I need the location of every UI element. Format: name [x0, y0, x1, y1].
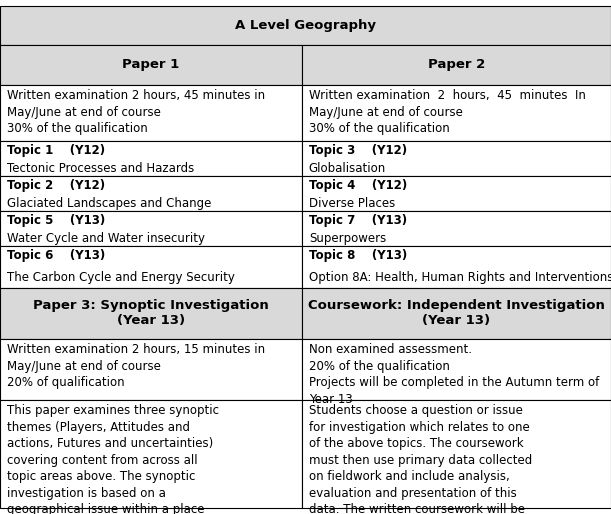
Bar	[302, 176, 611, 211]
Bar	[0, 339, 302, 400]
Text: Option 8A: Health, Human Rights and Interventions: Option 8A: Health, Human Rights and Inte…	[309, 271, 611, 284]
Bar	[0, 6, 611, 45]
Text: Paper 2: Paper 2	[428, 59, 485, 71]
Bar	[302, 45, 611, 85]
Bar	[0, 246, 302, 288]
Text: Written examination 2 hours, 15 minutes in
May/June at end of course
20% of qual: Written examination 2 hours, 15 minutes …	[7, 343, 265, 389]
Text: Topic 2    (Y12): Topic 2 (Y12)	[7, 179, 106, 192]
Bar	[0, 400, 302, 508]
Bar	[0, 288, 302, 339]
Text: A Level Geography: A Level Geography	[235, 19, 376, 32]
Bar	[302, 246, 611, 288]
Text: Paper 3: Synoptic Investigation
(Year 13): Paper 3: Synoptic Investigation (Year 13…	[33, 300, 269, 327]
Text: Superpowers: Superpowers	[309, 232, 386, 245]
Text: Topic 8    (Y13): Topic 8 (Y13)	[309, 249, 407, 262]
Text: Non examined assessment.
20% of the qualification
Projects will be completed in : Non examined assessment. 20% of the qual…	[309, 343, 599, 406]
Text: This paper examines three synoptic
themes (Players, Attitudes and
actions, Futur: This paper examines three synoptic theme…	[7, 404, 219, 514]
Bar	[0, 211, 302, 246]
Bar	[0, 176, 302, 211]
Bar	[302, 85, 611, 141]
Text: Topic 1    (Y12): Topic 1 (Y12)	[7, 144, 106, 157]
Bar	[302, 339, 611, 400]
Bar	[0, 141, 302, 176]
Bar	[0, 85, 302, 141]
Text: Globalisation: Globalisation	[309, 162, 386, 175]
Text: Tectonic Processes and Hazards: Tectonic Processes and Hazards	[7, 162, 194, 175]
Bar	[302, 288, 611, 339]
Text: Written examination  2  hours,  45  minutes  In
May/June at end of course
30% of: Written examination 2 hours, 45 minutes …	[309, 89, 586, 135]
Bar	[302, 141, 611, 176]
Bar	[0, 45, 302, 85]
Text: Glaciated Landscapes and Change: Glaciated Landscapes and Change	[7, 197, 211, 210]
Text: Written examination 2 hours, 45 minutes in
May/June at end of course
30% of the : Written examination 2 hours, 45 minutes …	[7, 89, 265, 135]
Text: Topic 5    (Y13): Topic 5 (Y13)	[7, 214, 106, 227]
Text: Coursework: Independent Investigation
(Year 13): Coursework: Independent Investigation (Y…	[308, 300, 605, 327]
Text: Topic 7    (Y13): Topic 7 (Y13)	[309, 214, 407, 227]
Text: Water Cycle and Water insecurity: Water Cycle and Water insecurity	[7, 232, 205, 245]
Text: The Carbon Cycle and Energy Security: The Carbon Cycle and Energy Security	[7, 271, 235, 284]
Text: Topic 4    (Y12): Topic 4 (Y12)	[309, 179, 407, 192]
Bar	[302, 400, 611, 508]
Bar	[302, 211, 611, 246]
Text: Topic 6    (Y13): Topic 6 (Y13)	[7, 249, 106, 262]
Text: Diverse Places: Diverse Places	[309, 197, 395, 210]
Text: Students choose a question or issue
for investigation which relates to one
of th: Students choose a question or issue for …	[309, 404, 532, 514]
Text: Topic 3    (Y12): Topic 3 (Y12)	[309, 144, 407, 157]
Text: Paper 1: Paper 1	[122, 59, 180, 71]
